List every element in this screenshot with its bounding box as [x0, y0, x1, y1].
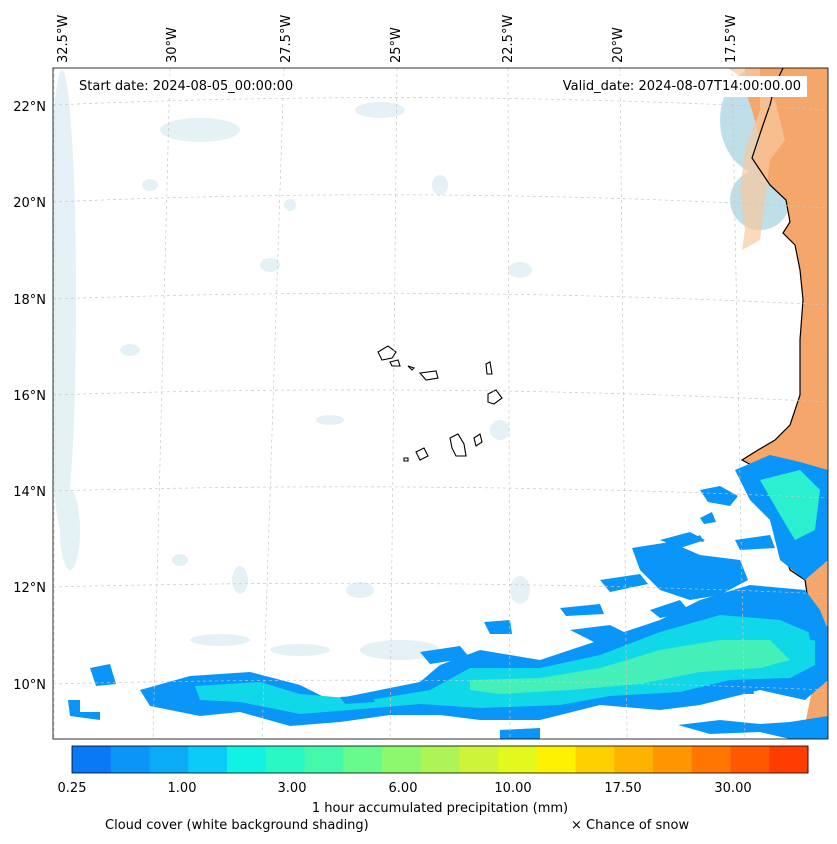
snow-chance-note: × Chance of snow — [571, 818, 690, 833]
colorbar-swatch — [769, 746, 809, 773]
colorbar — [72, 746, 809, 773]
precipitation-bands — [68, 455, 828, 739]
map-frame — [52, 67, 829, 740]
colorbar-swatch — [730, 746, 770, 773]
latitude-labels: 22°N 20°N 18°N 16°N 14°N 12°N 10°N — [13, 100, 46, 693]
lon-label-32-5w: 32.5°W — [56, 15, 71, 63]
colorbar-swatch — [420, 746, 460, 773]
cloud-cover-shading — [53, 70, 532, 660]
colorbar-tick: 10.00 — [494, 781, 532, 796]
colorbar-tick: 30.00 — [714, 781, 752, 796]
colorbar-swatch — [653, 746, 693, 773]
colorbar-frame — [71, 745, 809, 774]
colorbar-swatch — [110, 746, 150, 773]
colorbar-label: 1 hour accumulated precipitation (mm) — [311, 801, 569, 816]
colorbar-swatch — [536, 746, 577, 773]
lat-label-12n: 12°N — [13, 581, 46, 596]
lon-label-22-5w: 22.5°W — [501, 15, 516, 63]
lat-label-20n: 20°N — [13, 196, 46, 211]
colorbar-tick: 1.00 — [167, 781, 197, 796]
valid-date-label: Valid_date: 2024-08-07T14:00:00.00 — [556, 76, 807, 97]
colorbar-swatch — [459, 746, 499, 773]
colorbar-swatch — [72, 746, 112, 773]
colorbar-tick: 6.00 — [388, 781, 418, 796]
longitude-labels: 32.5°W 30°W 27.5°W 25°W 22.5°W 20°W 17.5… — [56, 15, 739, 63]
colorbar-swatch — [575, 746, 615, 773]
colorbar-tick: 0.25 — [57, 781, 87, 796]
colorbar-swatch — [265, 746, 305, 773]
lon-label-27-5w: 27.5°W — [279, 15, 294, 63]
lat-label-10n: 10°N — [13, 678, 46, 693]
colorbar-swatch — [381, 746, 422, 773]
colorbar-swatch — [343, 746, 383, 773]
lat-label-14n: 14°N — [13, 485, 46, 500]
colorbar-swatch — [691, 746, 732, 773]
colorbar-swatch — [614, 746, 654, 773]
lon-label-25w: 25°W — [389, 27, 404, 63]
lon-label-30w: 30°W — [165, 27, 180, 63]
lon-label-20w: 20°W — [611, 27, 626, 63]
lon-label-17-5w: 17.5°W — [724, 15, 739, 63]
lat-label-18n: 18°N — [13, 293, 46, 308]
colorbar-swatch — [498, 746, 538, 773]
graticule — [53, 68, 828, 739]
colorbar-tick: 3.00 — [277, 781, 307, 796]
colorbar-swatch — [188, 746, 228, 773]
cape-verde-islands — [377, 345, 503, 462]
coast-haze — [728, 68, 785, 250]
colorbar-swatch — [149, 746, 189, 773]
lat-label-16n: 16°N — [13, 389, 46, 404]
colorbar-ticks: 0.25 1.00 3.00 6.00 10.00 17.50 30.00 — [0, 781, 837, 799]
lat-label-22n: 22°N — [13, 100, 46, 115]
start-date-label: Start date: 2024-08-05_00:00:00 — [73, 76, 300, 97]
cloud-cover-note: Cloud cover (white background shading) — [105, 818, 369, 833]
colorbar-swatch — [226, 746, 267, 773]
colorbar-tick: 17.50 — [604, 781, 642, 796]
colorbar-swatch — [304, 746, 344, 773]
